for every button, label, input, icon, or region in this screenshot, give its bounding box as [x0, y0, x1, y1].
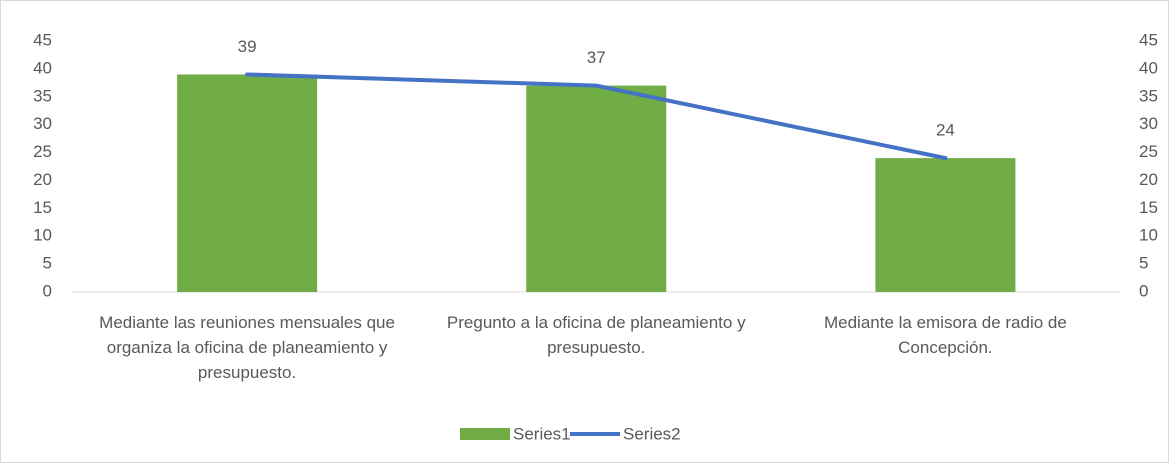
y-tick-label: 45 — [33, 30, 52, 49]
bar — [875, 158, 1016, 292]
bar — [526, 85, 667, 292]
y-tick-label: 25 — [33, 142, 52, 161]
y2-tick-label: 20 — [1139, 170, 1158, 189]
y-tick-label: 15 — [33, 198, 52, 217]
data-label: 24 — [936, 121, 955, 140]
y2-tick-label: 40 — [1139, 58, 1158, 77]
legend-label: Series2 — [623, 424, 681, 443]
x-tick-label: Pregunto a la oficina de planeamiento y … — [446, 313, 746, 357]
y2-tick-label: 25 — [1139, 142, 1158, 161]
y2-tick-label: 10 — [1139, 226, 1158, 245]
data-label: 37 — [587, 48, 606, 67]
y2-tick-label: 15 — [1139, 198, 1158, 217]
y2-tick-label: 35 — [1139, 86, 1158, 105]
y-tick-label: 5 — [43, 254, 52, 273]
y2-tick-label: 5 — [1139, 254, 1148, 273]
y-tick-label: 35 — [33, 86, 52, 105]
bar — [177, 74, 318, 292]
y2-tick-label: 0 — [1139, 281, 1148, 300]
data-label: 39 — [238, 37, 257, 56]
x-tick-label: Mediante las reuniones mensuales que org… — [99, 313, 395, 382]
y-tick-label: 10 — [33, 226, 52, 245]
y-tick-label: 40 — [33, 58, 52, 77]
line-series — [245, 72, 948, 161]
x-tick-label: Mediante la emisora de radio de Concepci… — [823, 313, 1067, 357]
y-tick-label: 30 — [33, 114, 52, 133]
legend-label: Series1 — [513, 424, 571, 443]
y-tick-label: 0 — [43, 281, 52, 300]
y2-tick-label: 30 — [1139, 114, 1158, 133]
legend-swatch — [460, 428, 510, 440]
y-tick-label: 20 — [33, 170, 52, 189]
y2-tick-label: 45 — [1139, 30, 1158, 49]
